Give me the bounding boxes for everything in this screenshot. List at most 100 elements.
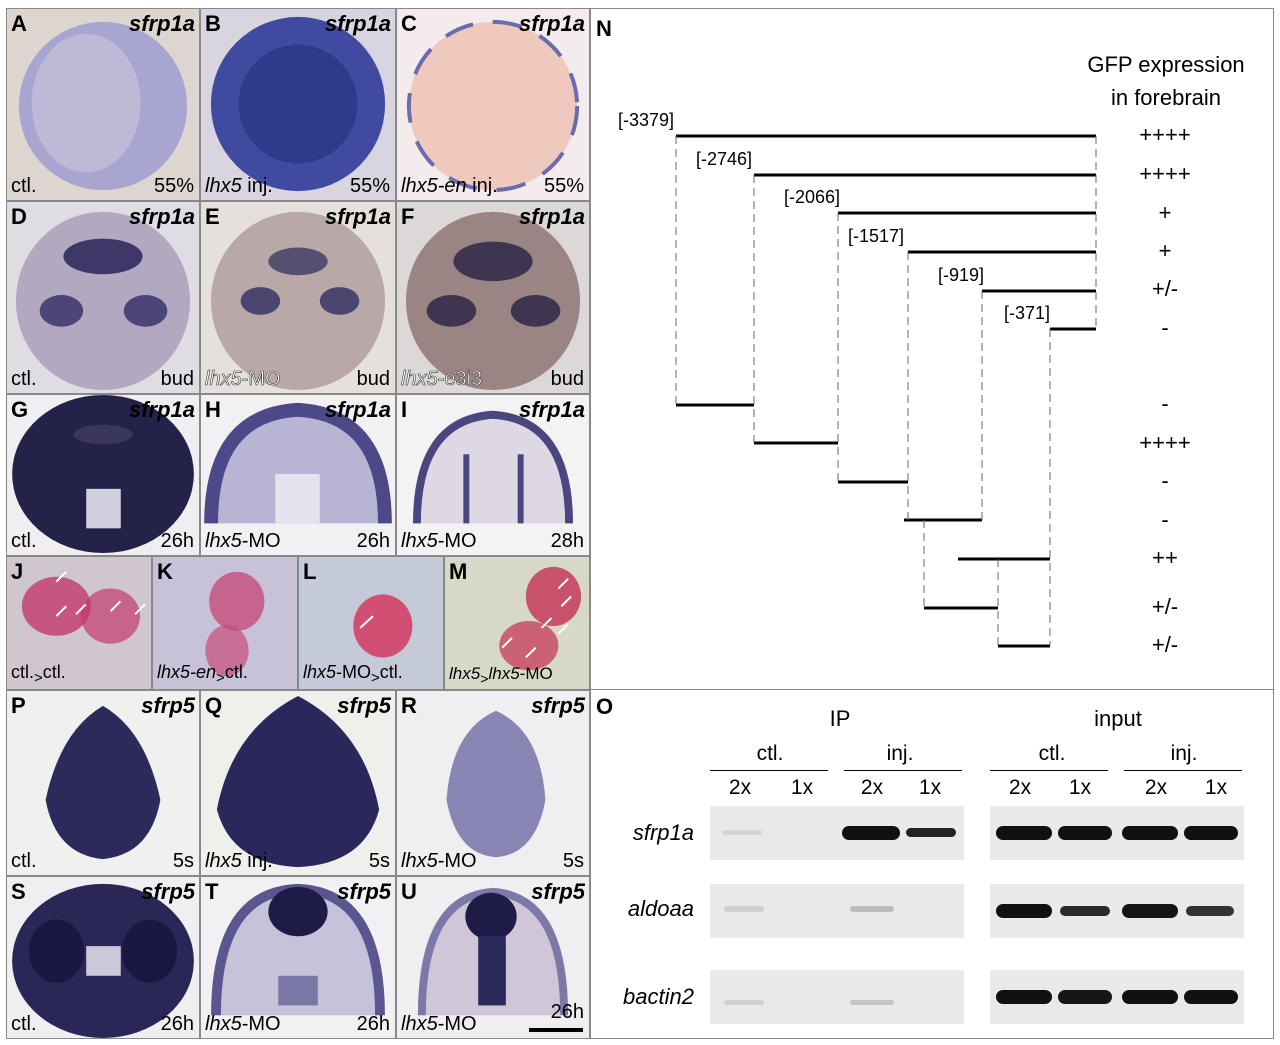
band bbox=[1186, 906, 1234, 916]
construct-coord: [-919] bbox=[938, 265, 985, 285]
embryo-image bbox=[45, 705, 161, 860]
condition-sub: > bbox=[371, 670, 380, 687]
stage-label: 55% bbox=[543, 175, 584, 197]
condition-italic: lhx5 bbox=[205, 175, 242, 197]
band bbox=[1122, 990, 1178, 1004]
embryo-image bbox=[12, 883, 194, 1038]
gene-label: sfrp5 bbox=[141, 693, 195, 718]
condition-label: ctl. bbox=[11, 850, 37, 872]
stage-label: 5s bbox=[172, 850, 194, 872]
condition-italic: lhx5-en bbox=[157, 662, 217, 683]
lane-label: 2x bbox=[860, 776, 884, 799]
group-label: ctl. bbox=[1038, 742, 1066, 765]
condition-italic: lhx5 bbox=[401, 530, 438, 552]
group-label: inj. bbox=[1170, 742, 1198, 765]
gfp-title-line1: GFP expression bbox=[1087, 52, 1245, 77]
stage-label: bud bbox=[550, 368, 584, 390]
gfp-score: - bbox=[1161, 315, 1169, 340]
condition-label: lhx5-MO bbox=[205, 1013, 281, 1036]
panel-letter: H bbox=[205, 397, 221, 422]
panel-o: O IP input ctl. inj. ctl. inj. 2x 1x 2x … bbox=[592, 690, 1274, 1040]
band bbox=[1060, 906, 1110, 916]
band bbox=[842, 826, 900, 840]
input-label: input bbox=[1094, 706, 1142, 731]
gfp-score: +/- bbox=[1151, 632, 1179, 657]
condition-italic: lhx5-en bbox=[401, 175, 467, 197]
panel-letter: B bbox=[205, 11, 221, 36]
condition-label: lhx5-en inj. bbox=[401, 175, 498, 198]
panel-m: M lhx5>lhx5-MO bbox=[444, 556, 590, 690]
gene-label: sfrp1a bbox=[518, 204, 585, 229]
gfp-score: +/- bbox=[1151, 594, 1179, 619]
band bbox=[996, 904, 1052, 918]
band bbox=[1122, 826, 1178, 840]
lane-label: 2x bbox=[728, 776, 752, 799]
gel-input-aldoaa bbox=[990, 884, 1244, 938]
gene-label: sfrp5 bbox=[337, 879, 391, 904]
stage-label: 26h bbox=[550, 1001, 584, 1023]
cell-image bbox=[353, 594, 413, 658]
embryo-image bbox=[204, 402, 392, 524]
panel-letter: S bbox=[11, 879, 26, 904]
embryo-image bbox=[18, 21, 188, 191]
band bbox=[850, 1000, 894, 1005]
gel-input-bactin2 bbox=[990, 970, 1244, 1024]
stage-label: 26h bbox=[160, 1013, 194, 1035]
gene-label: sfrp5 bbox=[531, 693, 585, 718]
condition-rest: -MO bbox=[437, 850, 477, 872]
gfp-score: ++++ bbox=[1139, 122, 1191, 147]
gel-ip-aldoaa bbox=[710, 884, 964, 938]
condition-italic-2: lhx5 bbox=[488, 663, 520, 683]
gfp-score: + bbox=[1158, 200, 1172, 225]
condition-label: lhx5-MO bbox=[401, 1013, 477, 1036]
condition-end: ctl. bbox=[42, 662, 66, 683]
condition-rest: -MO bbox=[437, 530, 477, 552]
gene-label: sfrp1a bbox=[324, 397, 391, 422]
stage-label: bud bbox=[160, 368, 194, 390]
gfp-score: ++ bbox=[1152, 545, 1178, 570]
gene-label: sfrp1a bbox=[324, 204, 391, 229]
gel-ip-bactin2 bbox=[710, 970, 964, 1024]
condition-label: lhx5-MO>ctl. bbox=[303, 662, 403, 687]
condition-label: ctl. bbox=[11, 368, 37, 390]
stage-label: 28h bbox=[550, 530, 584, 552]
gel-ip-sfrp1a bbox=[710, 806, 964, 860]
cell-image bbox=[21, 571, 146, 644]
panel-letter: U bbox=[401, 879, 417, 904]
embryo-image bbox=[417, 887, 569, 1016]
panel-g: G sfrp1a ctl. 26h bbox=[6, 394, 200, 556]
stage-label: 26h bbox=[356, 530, 390, 552]
construct-lines bbox=[676, 134, 1096, 648]
condition-label: lhx5-MO bbox=[205, 530, 281, 553]
construct-diagram bbox=[675, 134, 1097, 648]
gfp-score: + bbox=[1158, 238, 1172, 263]
cell-image bbox=[499, 566, 582, 671]
condition-label: ctl. bbox=[11, 175, 37, 197]
embryo-image bbox=[12, 395, 194, 554]
condition-rest: -MO bbox=[241, 530, 281, 552]
gel-input-sfrp1a bbox=[990, 806, 1244, 860]
embryo-image bbox=[406, 19, 580, 193]
panel-letter: A bbox=[11, 11, 27, 36]
stage-label: 55% bbox=[349, 175, 390, 197]
gfp-score: ++++ bbox=[1139, 430, 1191, 455]
panel-letter: F bbox=[401, 204, 415, 229]
gene-label: sfrp1a bbox=[128, 11, 195, 36]
gene-row-label: bactin2 bbox=[623, 984, 694, 1009]
band bbox=[724, 1000, 764, 1005]
condition-italic: lhx5 bbox=[401, 368, 438, 391]
panel-j: J ctl.>ctl. bbox=[6, 556, 152, 690]
condition-rest: inj. bbox=[241, 850, 273, 872]
condition-text: ctl. bbox=[11, 662, 35, 683]
panel-u: U sfrp5 lhx5-MO 26h bbox=[396, 876, 590, 1039]
gene-label: sfrp5 bbox=[531, 879, 585, 904]
condition-italic: lhx5 bbox=[401, 850, 438, 872]
embryo-image bbox=[210, 211, 386, 391]
embryo-image bbox=[446, 710, 546, 858]
condition-sub: > bbox=[216, 670, 225, 687]
panel-l: L lhx5-MO>ctl. bbox=[298, 556, 444, 690]
panel-a: A sfrp1a ctl. 55% bbox=[6, 8, 200, 201]
lane-label: 2x bbox=[1008, 776, 1032, 799]
condition-label: lhx5-MO bbox=[401, 530, 477, 553]
